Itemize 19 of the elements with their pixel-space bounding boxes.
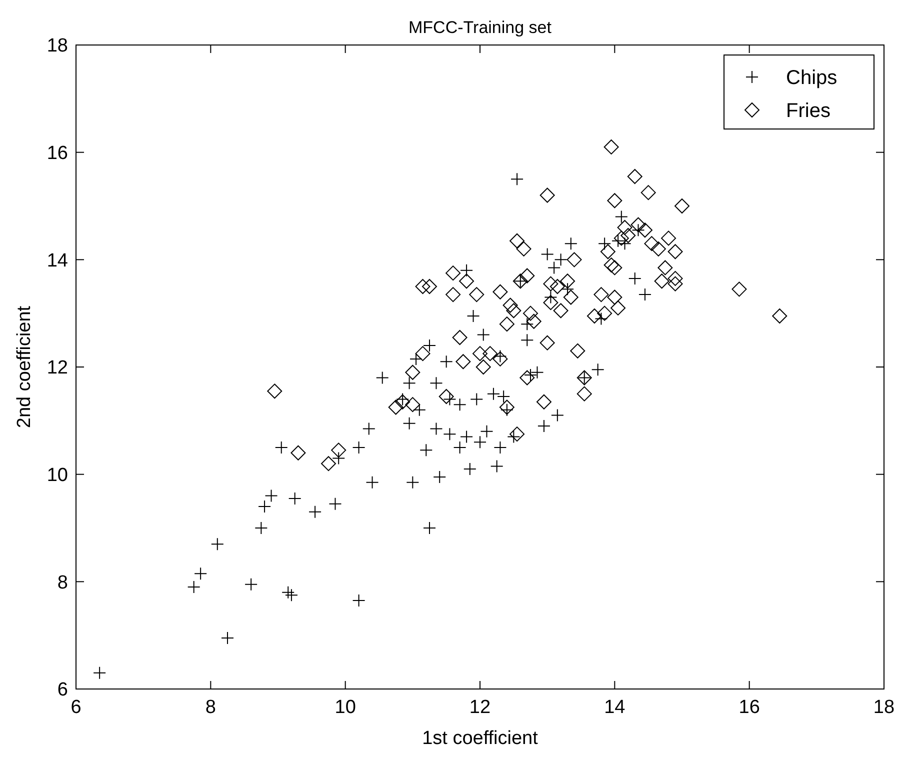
legend-label: Fries (786, 100, 830, 122)
chart-title: MFCC-Training set (408, 18, 552, 37)
x-tick-label: 18 (873, 697, 895, 718)
x-tick-label: 8 (205, 697, 216, 718)
y-tick-label: 10 (46, 464, 68, 486)
y-tick-label: 18 (46, 36, 68, 57)
y-tick-label: 8 (57, 572, 68, 594)
legend-label: Chips (786, 67, 838, 89)
y-tick-label: 16 (46, 142, 68, 164)
x-axis-title: 1st coefficient (422, 728, 539, 749)
y-axis-title: 2nd coefficient (14, 305, 35, 428)
y-tick-label: 6 (57, 680, 68, 701)
y-tick-label: 14 (46, 250, 68, 272)
x-tick-label: 10 (334, 697, 356, 718)
y-tick-label: 12 (46, 358, 68, 379)
x-tick-label: 16 (738, 697, 760, 718)
x-tick-label: 12 (469, 697, 491, 718)
x-tick-label: 6 (70, 697, 82, 718)
x-tick-label: 14 (604, 697, 626, 718)
